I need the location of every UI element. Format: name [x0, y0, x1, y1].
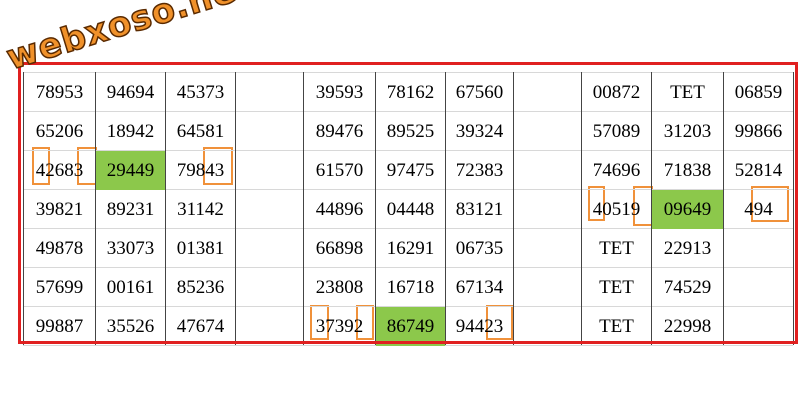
cell: 89231 [106, 199, 155, 220]
col-line [23, 72, 24, 345]
cell: 40519 [592, 199, 641, 220]
cell: 23808 [315, 277, 364, 298]
cell: 47674 [176, 316, 225, 337]
cell: 99866 [734, 121, 783, 142]
cell: 49878 [35, 238, 84, 259]
frame [18, 62, 798, 344]
cell: 06735 [455, 238, 504, 259]
cell: 44896 [315, 199, 364, 220]
row-line [23, 150, 793, 151]
col-line [445, 72, 446, 345]
col-line [651, 72, 652, 345]
cell: TET [670, 82, 705, 103]
row-line [23, 111, 793, 112]
cell: 18942 [106, 121, 155, 142]
cell: 00872 [592, 82, 641, 103]
cell: 00161 [106, 277, 155, 298]
cell: 06859 [734, 82, 783, 103]
cell: 89525 [386, 121, 435, 142]
cell: TET [599, 316, 634, 337]
cell: 01381 [176, 238, 225, 259]
cell: 52814 [734, 160, 783, 181]
col-line [723, 72, 724, 345]
cell: 45373 [176, 82, 225, 103]
highlight-box [751, 186, 789, 222]
cell: 31142 [177, 199, 224, 220]
cell: 94423 [455, 316, 504, 337]
cell: 33073 [106, 238, 155, 259]
cell: 67134 [455, 277, 504, 298]
col-line [95, 72, 96, 345]
cell: 86749 [376, 307, 445, 346]
cell: 61570 [315, 160, 364, 181]
cell: 31203 [663, 121, 712, 142]
col-line [303, 72, 304, 345]
cell: 04448 [386, 199, 435, 220]
cell: 09649 [652, 190, 723, 229]
cell: 74696 [592, 160, 641, 181]
cell: 39593 [315, 82, 364, 103]
cell: 29449 [96, 151, 165, 190]
cell: 42683 [35, 160, 84, 181]
cell: 74529 [663, 277, 712, 298]
cell: 79843 [176, 160, 225, 181]
cell: 57089 [592, 121, 641, 142]
row-line [23, 72, 793, 73]
cell: 83121 [455, 199, 504, 220]
cell: 494 [744, 199, 773, 220]
cell: 35526 [106, 316, 155, 337]
cell: TET [599, 277, 634, 298]
cell: 22913 [663, 238, 712, 259]
cell: 39324 [455, 121, 504, 142]
highlight-box [588, 186, 605, 221]
cell: 78953 [35, 82, 84, 103]
cell: 97475 [386, 160, 435, 181]
cell: 89476 [315, 121, 364, 142]
col-line [165, 72, 166, 345]
col-line [581, 72, 582, 345]
row-line [23, 306, 793, 307]
highlight-box [203, 147, 233, 185]
col-line [793, 72, 794, 345]
cell: 57699 [35, 277, 84, 298]
cell: 67560 [455, 82, 504, 103]
cell: 94694 [106, 82, 155, 103]
cell: 72383 [455, 160, 504, 181]
cell: 65206 [35, 121, 84, 142]
cell: 16291 [386, 238, 435, 259]
row-line [23, 228, 793, 229]
row-line [23, 267, 793, 268]
cell: TET [599, 238, 634, 259]
cell: 66898 [315, 238, 364, 259]
cell: 16718 [386, 277, 435, 298]
highlight-box [32, 147, 50, 185]
cell: 99887 [35, 316, 84, 337]
row-line [23, 189, 793, 190]
cell: 37392 [315, 316, 364, 337]
col-line [375, 72, 376, 345]
col-line [235, 72, 236, 345]
cell: 85236 [176, 277, 225, 298]
cell: 78162 [386, 82, 435, 103]
cell: 71838 [663, 160, 712, 181]
cell: 22998 [663, 316, 712, 337]
col-line [513, 72, 514, 345]
cell: 39821 [35, 199, 84, 220]
cell: 64581 [176, 121, 225, 142]
